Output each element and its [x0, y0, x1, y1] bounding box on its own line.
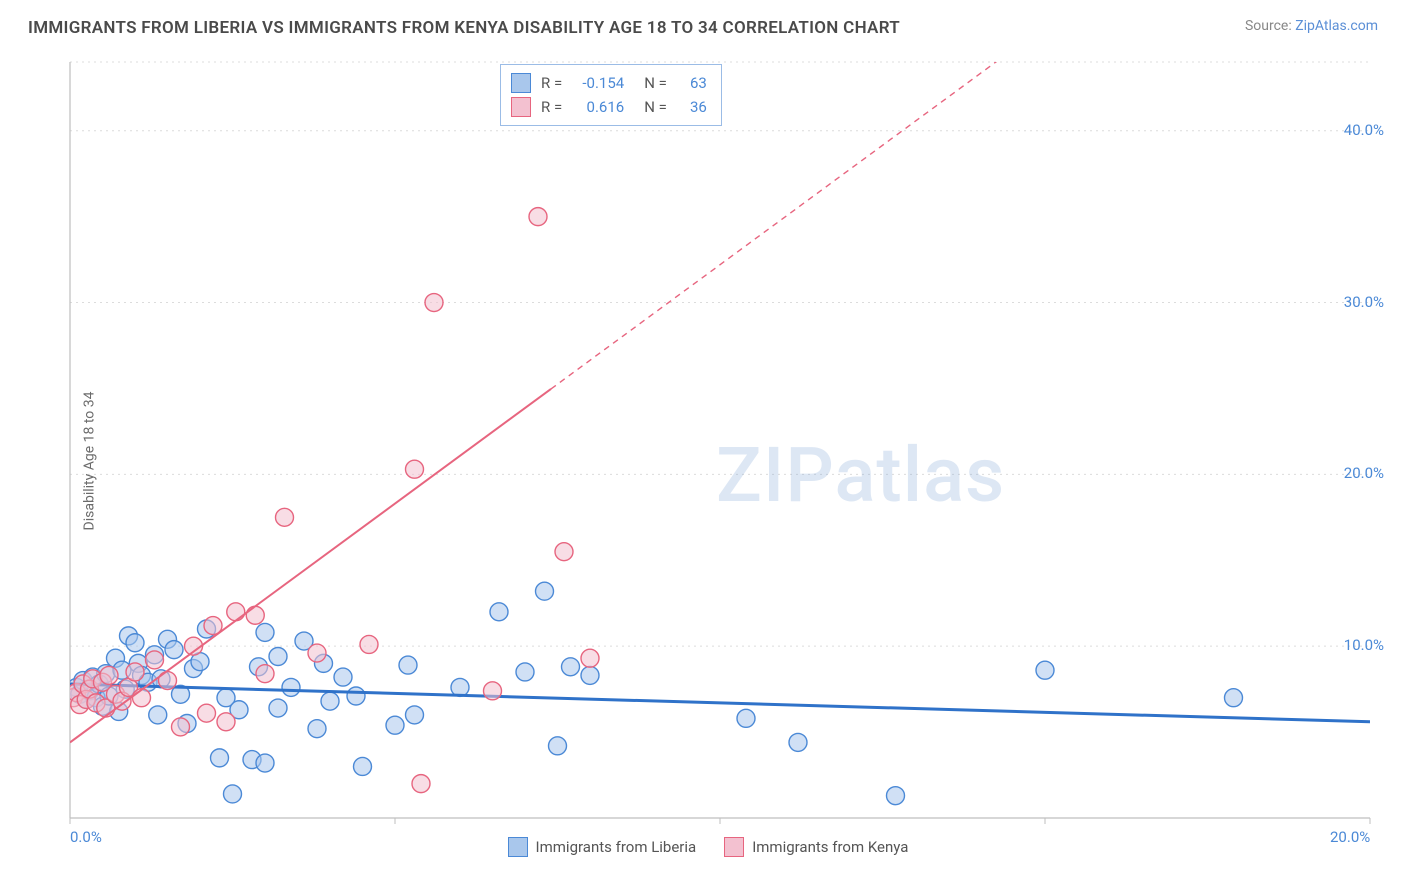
- data-point: [354, 757, 372, 775]
- data-point: [555, 543, 573, 561]
- data-point: [224, 785, 242, 803]
- data-point: [256, 665, 274, 683]
- data-point: [246, 606, 264, 624]
- source-attribution: Source: ZipAtlas.com: [1245, 18, 1378, 34]
- data-point: [269, 647, 287, 665]
- y-tick-label: 30.0%: [1344, 293, 1384, 311]
- scatter-plot: [26, 50, 1372, 858]
- data-point: [529, 208, 547, 226]
- data-point: [887, 787, 905, 805]
- data-point: [347, 687, 365, 705]
- correlation-legend: R = -0.154 N = 63 R = 0.616 N = 36: [500, 64, 722, 126]
- data-point: [386, 716, 404, 734]
- legend-r-label: R =: [541, 95, 562, 119]
- data-point: [549, 737, 567, 755]
- data-point: [133, 689, 151, 707]
- data-point: [308, 644, 326, 662]
- data-point: [256, 754, 274, 772]
- data-point: [484, 682, 502, 700]
- data-point: [282, 678, 300, 696]
- data-point: [1225, 689, 1243, 707]
- data-point: [146, 651, 164, 669]
- data-point: [737, 709, 755, 727]
- data-point: [256, 623, 274, 641]
- data-point: [562, 658, 580, 676]
- legend-n-label: N =: [644, 71, 667, 95]
- legend-swatch: [508, 837, 528, 857]
- legend-swatch: [724, 837, 744, 857]
- legend-row: R = 0.616 N = 36: [511, 95, 707, 119]
- legend-label: Immigrants from Liberia: [536, 838, 697, 856]
- legend-r-value: -0.154: [572, 71, 624, 95]
- data-point: [399, 656, 417, 674]
- data-point: [581, 666, 599, 684]
- data-point: [172, 718, 190, 736]
- legend-n-value: 36: [677, 95, 707, 119]
- y-tick-label: 20.0%: [1344, 464, 1384, 482]
- data-point: [581, 649, 599, 667]
- legend-label: Immigrants from Kenya: [752, 838, 908, 856]
- data-point: [536, 582, 554, 600]
- trend-line: [70, 389, 551, 742]
- legend-row: R = -0.154 N = 63: [511, 71, 707, 95]
- data-point: [308, 720, 326, 738]
- legend-n-value: 63: [677, 71, 707, 95]
- legend-r-value: 0.616: [572, 95, 624, 119]
- source-link[interactable]: ZipAtlas.com: [1295, 18, 1378, 34]
- legend-item: Immigrants from Kenya: [724, 826, 908, 868]
- data-point: [334, 668, 352, 686]
- data-point: [360, 635, 378, 653]
- chart-title: IMMIGRANTS FROM LIBERIA VS IMMIGRANTS FR…: [28, 18, 900, 38]
- data-point: [211, 749, 229, 767]
- data-point: [269, 699, 287, 717]
- data-point: [425, 294, 443, 312]
- data-point: [217, 713, 235, 731]
- data-point: [126, 663, 144, 681]
- data-point: [406, 460, 424, 478]
- data-point: [789, 733, 807, 751]
- data-point: [490, 603, 508, 621]
- legend-swatch: [511, 73, 531, 93]
- data-point: [321, 692, 339, 710]
- data-point: [198, 704, 216, 722]
- data-point: [100, 666, 118, 684]
- source-prefix: Source:: [1245, 18, 1295, 34]
- trend-line: [70, 684, 1370, 722]
- legend-swatch: [511, 97, 531, 117]
- series-legend: Immigrants from Liberia Immigrants from K…: [26, 826, 1390, 868]
- data-point: [1036, 661, 1054, 679]
- data-point: [149, 706, 167, 724]
- data-point: [227, 603, 245, 621]
- data-point: [516, 663, 534, 681]
- legend-n-label: N =: [644, 95, 667, 119]
- y-tick-label: 10.0%: [1344, 636, 1384, 654]
- data-point: [126, 634, 144, 652]
- legend-item: Immigrants from Liberia: [508, 826, 697, 868]
- y-axis-label: Disability Age 18 to 34: [81, 392, 97, 531]
- y-tick-label: 40.0%: [1344, 121, 1384, 139]
- data-point: [406, 706, 424, 724]
- legend-r-label: R =: [541, 71, 562, 95]
- chart-area: Disability Age 18 to 34 ZIPatlas R =-0.1…: [26, 50, 1390, 872]
- data-point: [412, 775, 430, 793]
- header: IMMIGRANTS FROM LIBERIA VS IMMIGRANTS FR…: [0, 0, 1406, 48]
- data-point: [276, 508, 294, 526]
- data-point: [165, 641, 183, 659]
